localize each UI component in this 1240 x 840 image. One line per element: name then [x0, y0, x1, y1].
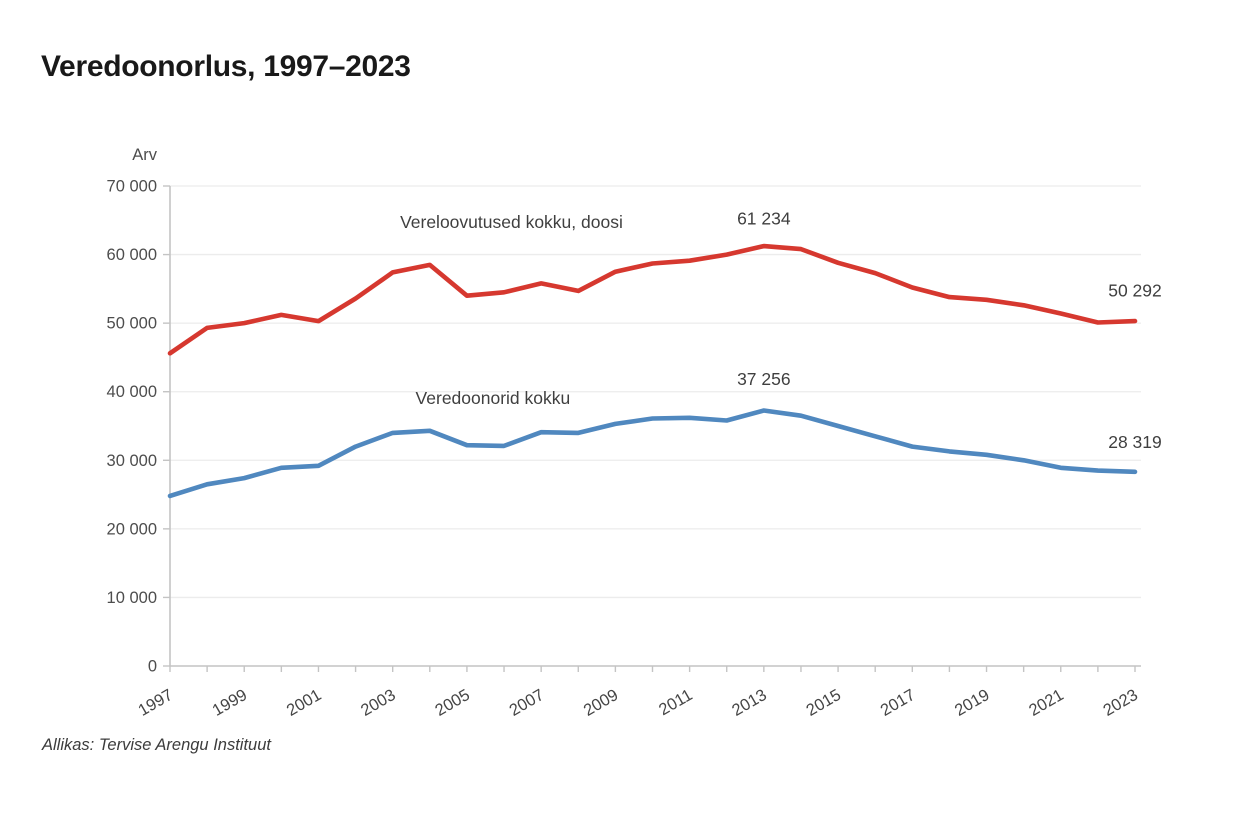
chart-title: Veredoonorlus, 1997–2023	[41, 50, 411, 83]
annotation-series-label: Veredoonorid kokku	[416, 388, 571, 408]
annotation-end-value: 28 319	[1108, 432, 1162, 452]
annotation-peak-value: 37 256	[737, 369, 791, 389]
x-tick-label: 2021	[1026, 686, 1067, 720]
x-tick-label: 2005	[432, 686, 473, 720]
y-tick-label: 50 000	[107, 315, 157, 333]
x-tick-label: 2013	[729, 686, 770, 720]
annotation-peak-value: 61 234	[737, 208, 791, 228]
y-tick-label: 70 000	[107, 178, 157, 196]
x-tick-label: 2003	[358, 686, 399, 720]
y-tick-label: 60 000	[107, 246, 157, 264]
x-tick-label: 2015	[803, 686, 844, 720]
y-tick-label: 40 000	[107, 383, 157, 401]
x-tick-label: 2011	[656, 686, 696, 719]
x-tick-label: 2007	[506, 686, 547, 720]
x-tick-label: 1999	[209, 686, 250, 720]
x-tick-label: 2017	[878, 686, 919, 720]
annotation-end-value: 50 292	[1108, 280, 1162, 300]
y-tick-label: 20 000	[107, 520, 157, 538]
annotation-series-label: Vereloovutused kokku, doosi	[400, 212, 623, 232]
x-tick-label: 2019	[952, 686, 993, 720]
x-tick-label: 2009	[581, 686, 622, 720]
x-tick-label: 2001	[284, 686, 325, 720]
y-axis-title: Arv	[132, 146, 158, 164]
series-line	[167, 408, 1138, 499]
y-tick-label: 0	[148, 658, 157, 676]
y-tick-label: 10 000	[107, 589, 157, 607]
x-tick-label: 2023	[1100, 686, 1141, 720]
x-tick-label: 1997	[135, 686, 176, 720]
y-tick-label: 30 000	[107, 452, 157, 470]
source-caption: Allikas: Tervise Arengu Instituut	[42, 736, 271, 754]
series-line	[167, 243, 1138, 356]
